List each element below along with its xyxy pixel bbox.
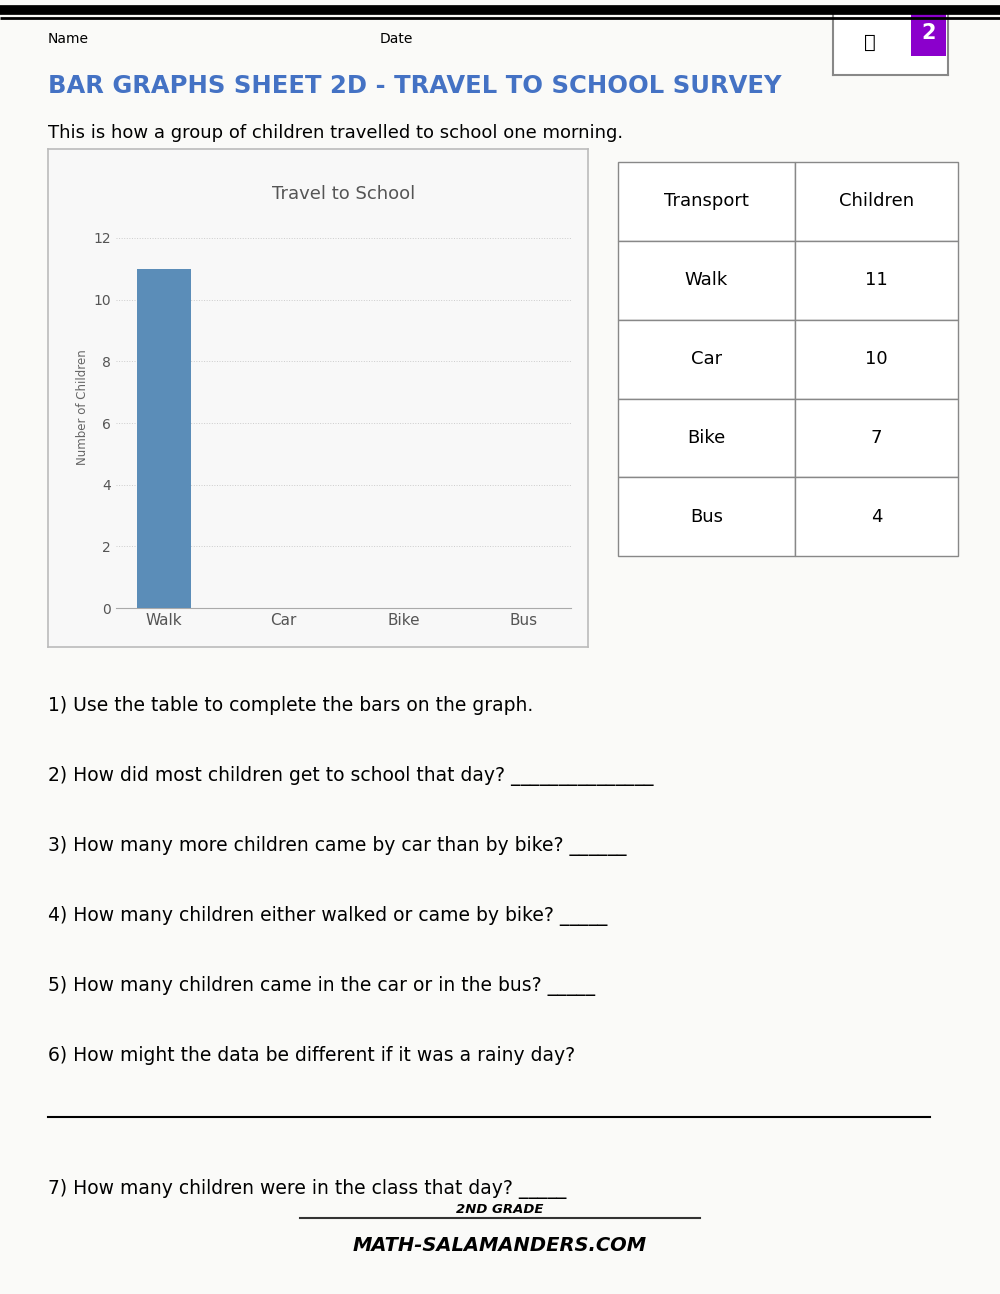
Bar — [911, 10, 946, 56]
Text: 2: 2 — [921, 23, 936, 43]
Bar — [618, 241, 795, 320]
Text: 4) How many children either walked or came by bike? _____: 4) How many children either walked or ca… — [48, 906, 607, 925]
Text: 10: 10 — [865, 351, 888, 367]
Bar — [618, 162, 795, 241]
Text: 6) How might the data be different if it was a rainy day?: 6) How might the data be different if it… — [48, 1046, 575, 1065]
Text: Name: Name — [48, 32, 89, 47]
Text: Bike: Bike — [687, 430, 726, 446]
Text: 🚶: 🚶 — [864, 34, 876, 52]
Bar — [618, 399, 795, 477]
Bar — [795, 477, 958, 556]
Text: 7: 7 — [871, 430, 882, 446]
Text: 11: 11 — [865, 272, 888, 289]
Text: Walk: Walk — [685, 272, 728, 289]
Text: Children: Children — [839, 193, 914, 210]
Title: Travel to School: Travel to School — [272, 185, 415, 203]
Bar — [795, 162, 958, 241]
Text: 7) How many children were in the class that day? _____: 7) How many children were in the class t… — [48, 1179, 566, 1198]
Text: 1) Use the table to complete the bars on the graph.: 1) Use the table to complete the bars on… — [48, 696, 533, 716]
Text: 5) How many children came in the car or in the bus? _____: 5) How many children came in the car or … — [48, 976, 595, 995]
Text: Car: Car — [691, 351, 722, 367]
Bar — [618, 320, 795, 399]
Text: BAR GRAPHS SHEET 2D - TRAVEL TO SCHOOL SURVEY: BAR GRAPHS SHEET 2D - TRAVEL TO SCHOOL S… — [48, 74, 782, 98]
Bar — [795, 320, 958, 399]
Text: 2ND GRADE: 2ND GRADE — [456, 1203, 544, 1216]
Text: Date: Date — [380, 32, 413, 47]
Bar — [795, 399, 958, 477]
Text: Bus: Bus — [690, 509, 723, 525]
Text: Transport: Transport — [664, 193, 749, 210]
Bar — [618, 477, 795, 556]
Text: 2) How did most children get to school that day? _______________: 2) How did most children get to school t… — [48, 766, 654, 785]
Bar — [137, 269, 191, 608]
Bar — [795, 241, 958, 320]
Text: This is how a group of children travelled to school one morning.: This is how a group of children travelle… — [48, 124, 623, 142]
Text: 3) How many more children came by car than by bike? ______: 3) How many more children came by car th… — [48, 836, 626, 855]
Text: 4: 4 — [871, 509, 882, 525]
Text: MATH-SALAMANDERS.COM: MATH-SALAMANDERS.COM — [353, 1236, 647, 1255]
Y-axis label: Number of Children: Number of Children — [76, 349, 89, 466]
